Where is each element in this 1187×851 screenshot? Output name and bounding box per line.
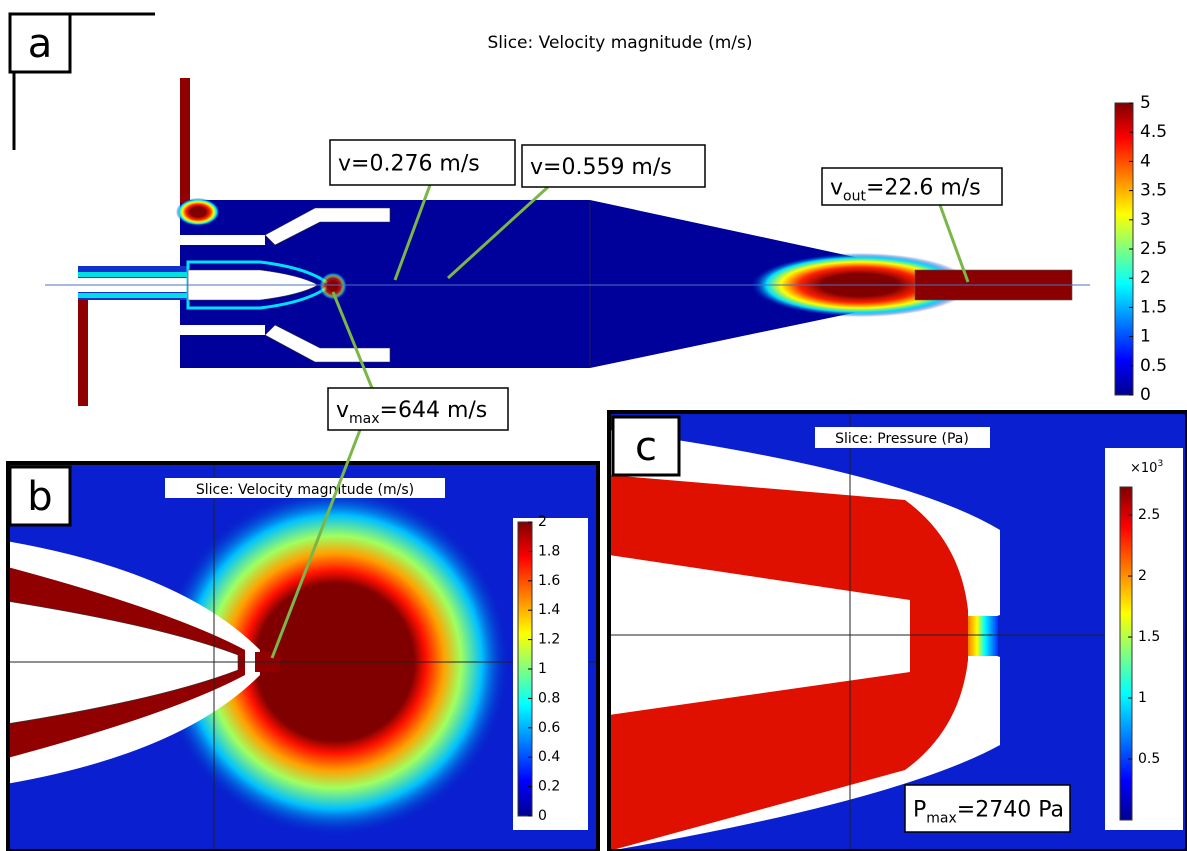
colorbar-tick-label: 0 [538,808,547,824]
colorbar-tick-label: 2.5 [1138,507,1160,523]
colorbar-tick-label: 1 [1140,327,1151,347]
colorbar-tick-label: 0 [1140,385,1151,405]
colorbar-tick-label: 2.5 [1140,239,1167,259]
panel-label: a [28,21,53,67]
annotation: v=0.276 m/s [338,152,480,177]
colorbar-tick-label: 1.8 [538,543,560,559]
colorbar [1120,487,1132,820]
panel-title: Slice: Pressure (Pa) [835,431,969,447]
annotation-text: P [913,798,926,823]
colorbar-tick-label: 1.5 [1138,629,1160,645]
colorbar-tick-label: 4.5 [1140,122,1167,142]
colorbar-tick-label: 0.2 [538,779,560,795]
colorbar-tick-label: 1.4 [538,602,560,618]
multiplier-sup: 3 [1157,459,1163,469]
colorbar-tick-label: 0.8 [538,690,560,706]
panel-a-geometry [45,78,1090,406]
annotation: v=0.559 m/s [530,155,672,180]
panel-title: Slice: Velocity magnitude (m/s) [196,482,414,498]
annotation-sub: max [349,411,380,427]
annotation-text: =2740 Pa [957,798,1064,823]
colorbar-tick-label: 2 [538,514,547,530]
annotation-sub: out [843,189,866,205]
colorbar-tick-label: 0.4 [538,749,560,765]
colorbar-tick-label: 3 [1140,210,1151,230]
panel-b-geometry [0,463,598,851]
annotation-text: =644 m/s [380,398,488,423]
colorbar-tick-label: 1 [538,661,547,677]
annotation-text: v [336,398,349,423]
annotation-text: =22.6 m/s [866,176,981,201]
colorbar-tick-label: 5 [1140,93,1151,113]
panel-title: Slice: Velocity magnitude (m/s) [487,33,752,53]
panel-label: b [27,474,52,520]
multiplier-base: ×10 [1130,461,1157,476]
colorbar-tick-label: 1 [1138,690,1147,706]
colorbar-tick-label: 0.6 [538,720,560,736]
panel-c-geometry [609,412,1187,851]
figure: a b c Slice: Velocity magnitude (m/s) Sl… [0,0,1187,851]
panel-label: c [635,424,657,470]
colorbar-tick-label: 1.5 [1140,297,1167,317]
colorbar-tick-label: 4 [1140,151,1151,171]
colorbar-tick-label: 2 [1140,268,1151,288]
colorbar-tick-label: 0.5 [1140,356,1167,376]
colorbar-tick-label: 0.5 [1138,751,1160,767]
colorbar-tick-label: 3.5 [1140,181,1167,201]
annotation-text: v [830,176,843,201]
colorbar-tick-label: 2 [1138,568,1147,584]
annotation-sub: max [926,811,957,827]
colorbar-tick-label: 1.6 [538,573,560,589]
annotation-text: v=0.276 m/s [338,152,480,177]
colorbar-tick-label: 1.2 [538,632,560,648]
annotation-text: v=0.559 m/s [530,155,672,180]
